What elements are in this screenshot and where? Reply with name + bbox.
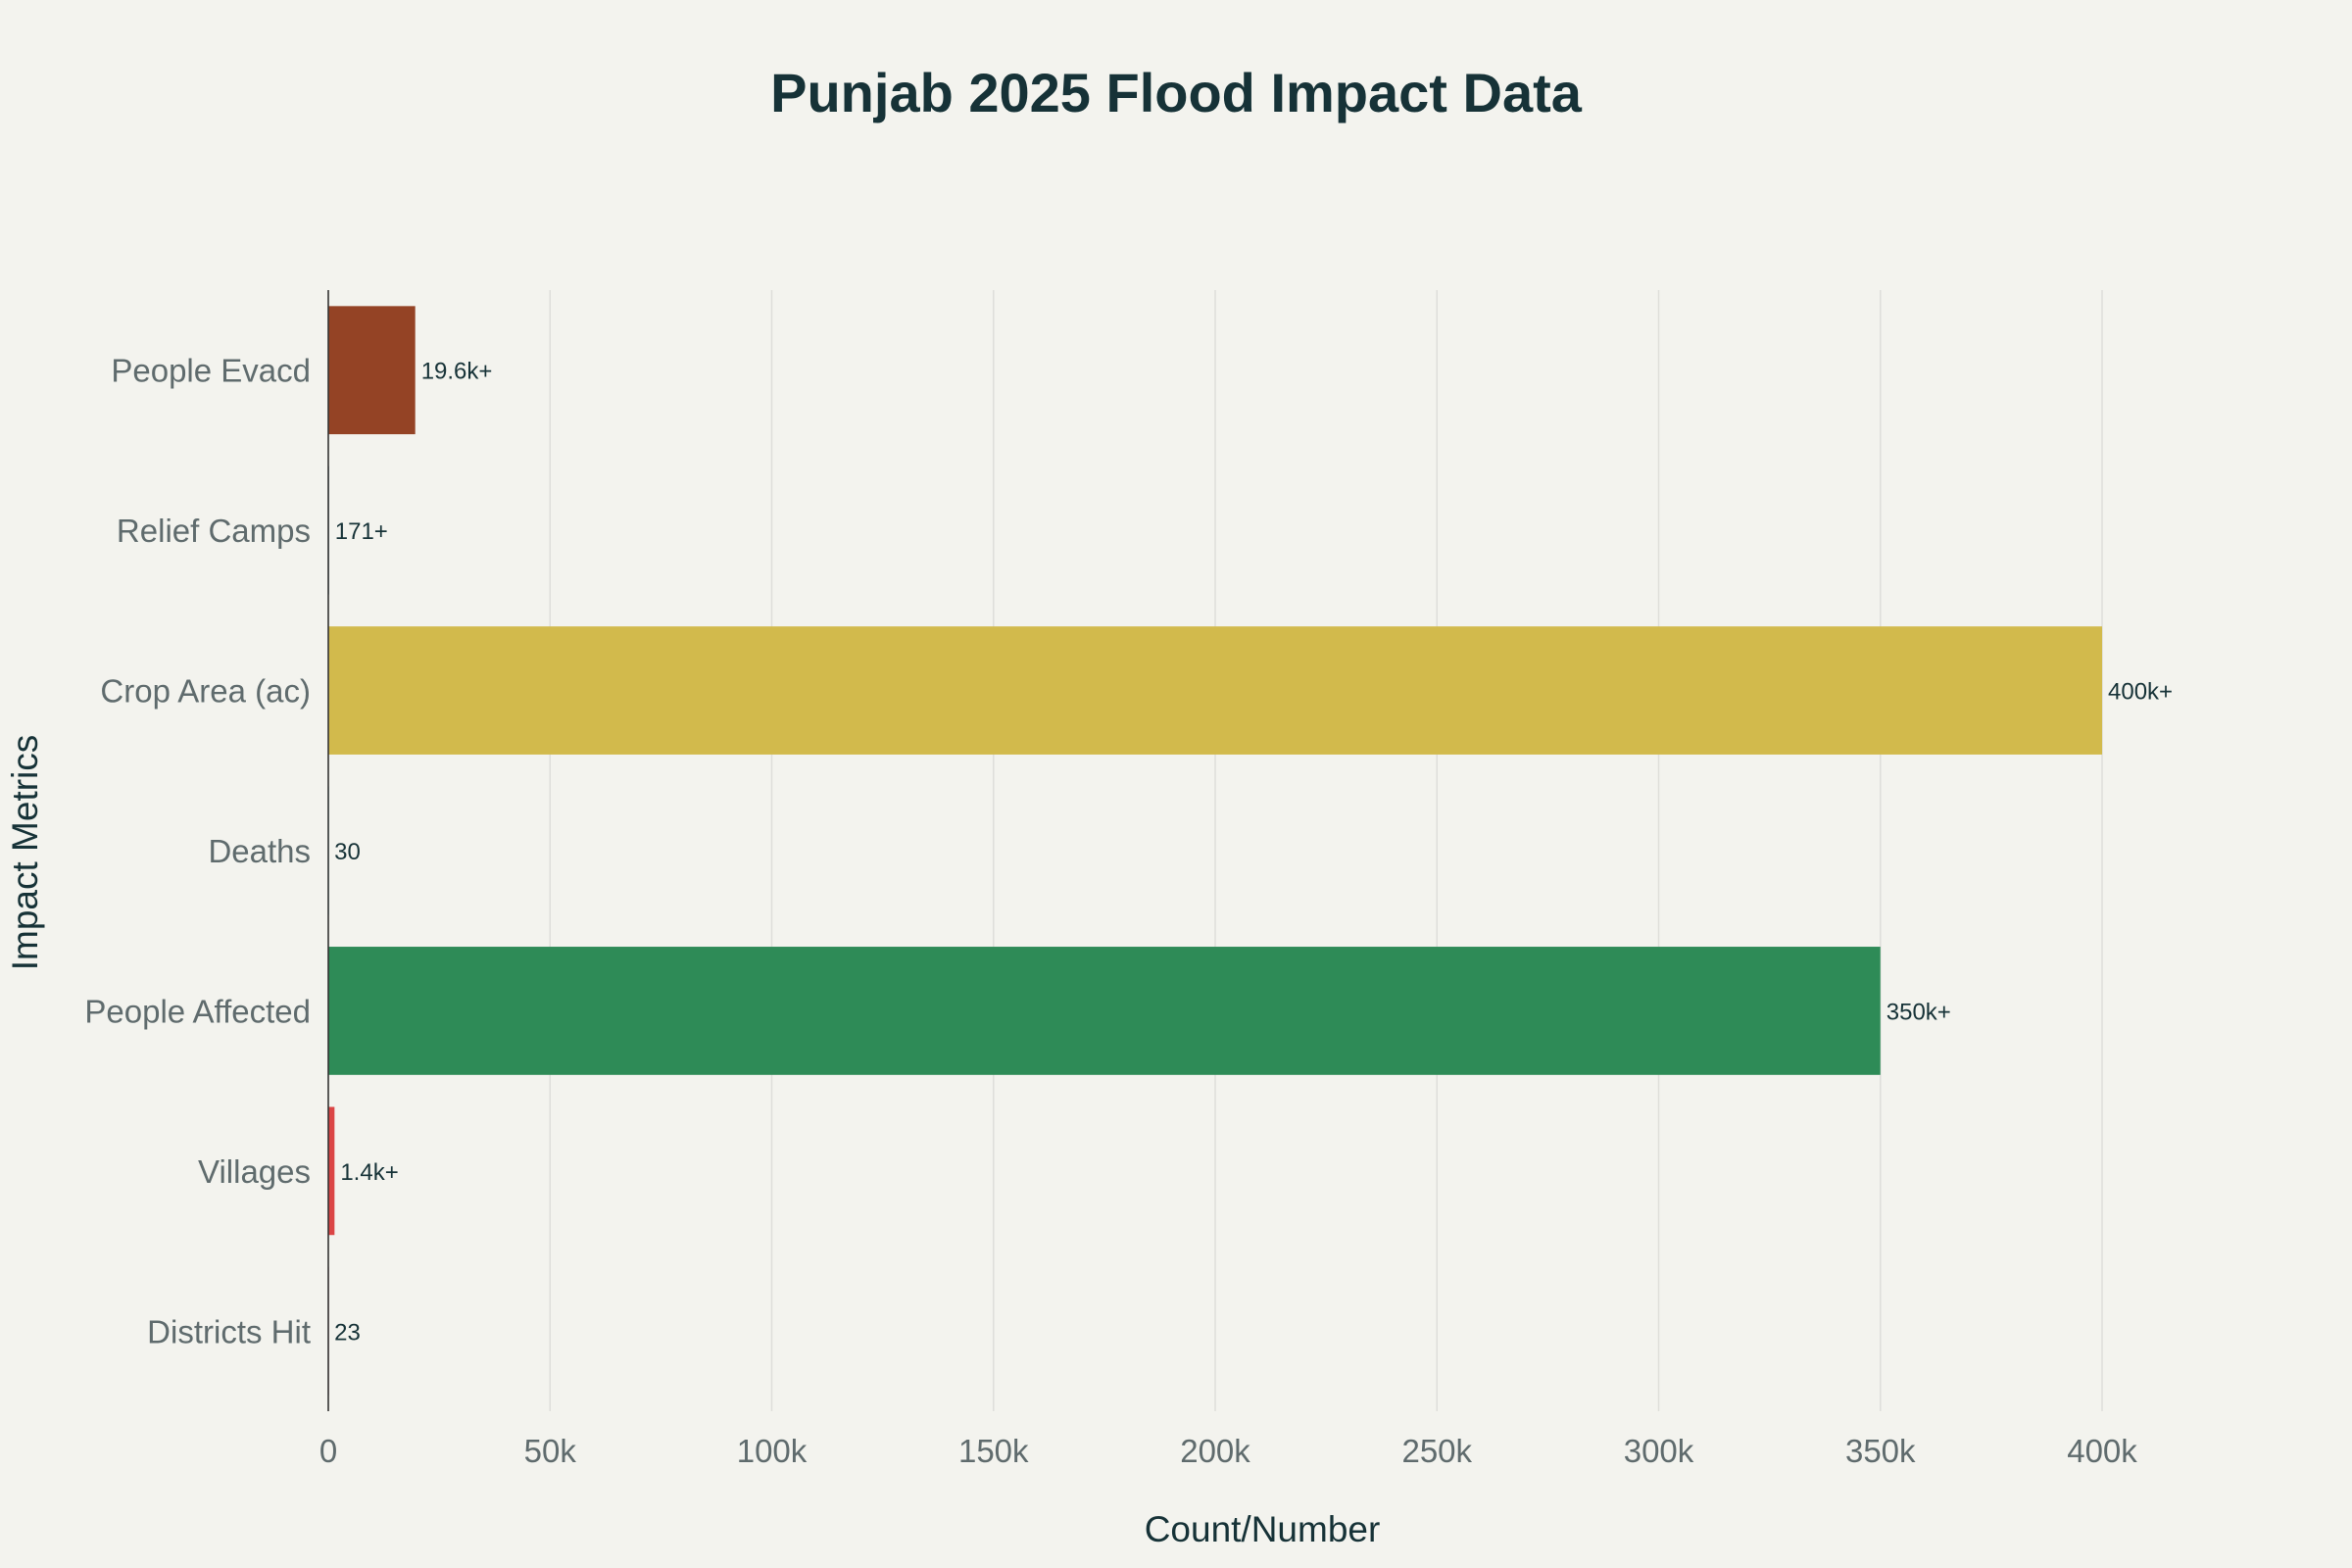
bar-value-label: 171+ [335, 518, 388, 545]
bar-value-label: 1.4k+ [340, 1159, 398, 1186]
bar[interactable] [328, 626, 2102, 755]
chart-title: Punjab 2025 Flood Impact Data [770, 62, 1582, 123]
y-category-label: People Affected [84, 993, 311, 1029]
x-tick-label: 50k [524, 1433, 577, 1469]
bar[interactable] [328, 1106, 335, 1236]
bar-value-label: 350k+ [1886, 999, 1951, 1025]
bar[interactable] [328, 947, 1881, 1075]
grid-layer [549, 290, 2103, 1411]
x-tick-label: 400k [2067, 1433, 2137, 1469]
y-category-label: Villages [198, 1153, 311, 1190]
x-tick-label: 0 [319, 1433, 337, 1469]
y-category-label: Districts Hit [147, 1313, 311, 1349]
bar[interactable] [328, 306, 416, 435]
x-axis-title: Count/Number [1145, 1509, 1381, 1549]
x-tick-label: 250k [1401, 1433, 1472, 1469]
bar-value-label: 19.6k+ [421, 359, 493, 385]
bar-value-label: 400k+ [2108, 679, 2173, 706]
y-axis-title: Impact Metrics [5, 735, 45, 971]
x-tick-label: 300k [1624, 1433, 1694, 1469]
y-category-label: People Evacd [111, 353, 311, 389]
label-layer: People Evacd 19.6k+ Relief Camps 171+ Crop A… [84, 353, 2173, 1350]
y-category-label: Relief Camps [117, 513, 311, 549]
axis-layer: 0 50k 100k 150k 200k 250k 300k 350k 400k [319, 290, 2137, 1469]
y-category-label: Crop Area (ac) [100, 673, 311, 710]
bar-value-label: 23 [334, 1319, 361, 1346]
x-tick-label: 200k [1180, 1433, 1250, 1469]
x-tick-label: 150k [958, 1433, 1029, 1469]
bar-layer [328, 306, 2102, 1396]
y-category-label: Deaths [208, 833, 311, 869]
x-tick-label: 350k [1845, 1433, 1916, 1469]
bar-value-label: 30 [334, 839, 361, 865]
x-tick-label: 100k [737, 1433, 808, 1469]
